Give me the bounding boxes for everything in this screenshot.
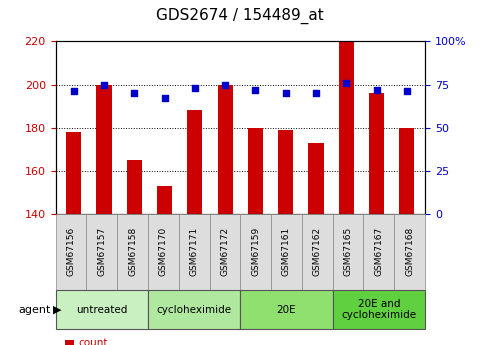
- Bar: [278, 130, 293, 214]
- Text: GSM67170: GSM67170: [159, 227, 168, 276]
- Text: ▶: ▶: [53, 305, 62, 315]
- Text: untreated: untreated: [76, 305, 128, 315]
- Point: [161, 96, 169, 101]
- Text: 20E and
cycloheximide: 20E and cycloheximide: [341, 299, 416, 321]
- Bar: [309, 143, 324, 214]
- Bar: [369, 93, 384, 214]
- Text: count: count: [79, 338, 108, 345]
- Point: [221, 82, 229, 87]
- Bar: [66, 132, 81, 214]
- Point: [70, 89, 78, 94]
- Bar: [339, 41, 354, 214]
- Bar: [97, 85, 112, 214]
- Text: GSM67172: GSM67172: [220, 227, 229, 276]
- Text: GSM67159: GSM67159: [251, 227, 260, 276]
- Bar: [217, 85, 233, 214]
- Text: cycloheximide: cycloheximide: [156, 305, 232, 315]
- Text: GSM67171: GSM67171: [190, 227, 199, 276]
- Text: GSM67157: GSM67157: [97, 227, 106, 276]
- Bar: [187, 110, 202, 214]
- Bar: [248, 128, 263, 214]
- Text: agent: agent: [18, 305, 51, 315]
- Point: [403, 89, 411, 94]
- Text: 20E: 20E: [277, 305, 296, 315]
- Point: [252, 87, 259, 92]
- Point: [342, 80, 350, 86]
- Point: [282, 90, 290, 96]
- Bar: [399, 128, 414, 214]
- Point: [312, 90, 320, 96]
- Point: [373, 87, 381, 92]
- Text: GSM67156: GSM67156: [67, 227, 75, 276]
- Text: GSM67161: GSM67161: [282, 227, 291, 276]
- Point: [130, 90, 138, 96]
- Text: GSM67167: GSM67167: [374, 227, 384, 276]
- Text: GDS2674 / 154489_at: GDS2674 / 154489_at: [156, 8, 324, 24]
- Bar: [127, 160, 142, 214]
- Point: [191, 85, 199, 91]
- Text: GSM67162: GSM67162: [313, 227, 322, 276]
- Bar: [157, 186, 172, 214]
- Point: [100, 82, 108, 87]
- Text: GSM67168: GSM67168: [405, 227, 414, 276]
- Text: GSM67158: GSM67158: [128, 227, 137, 276]
- Text: GSM67165: GSM67165: [343, 227, 353, 276]
